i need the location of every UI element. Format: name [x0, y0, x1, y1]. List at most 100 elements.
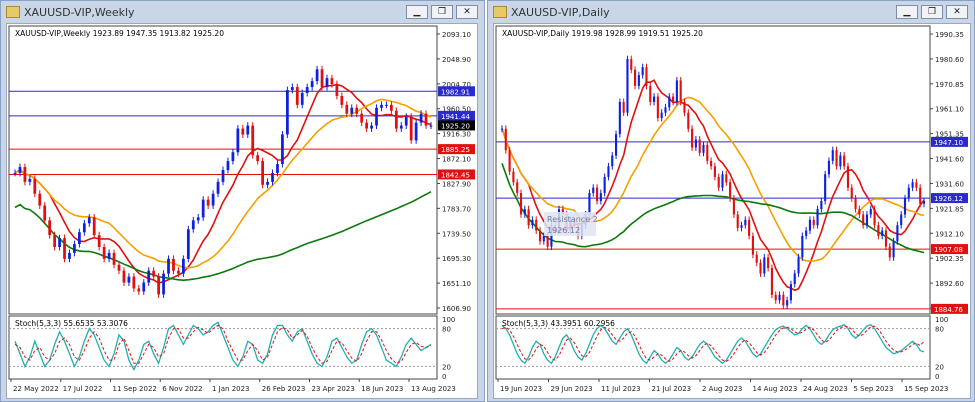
candle-body: [846, 166, 850, 188]
date-tick-label: 1 Jan 2023: [212, 385, 250, 393]
price-label-box: [438, 144, 475, 155]
daily-titlebar[interactable]: XAUUSD-VIP,Daily ▁ ❐ ✕: [488, 1, 974, 23]
candle-body: [380, 104, 383, 108]
resistance-annotation-value: 1926.12: [547, 226, 580, 235]
candle-body: [142, 282, 146, 292]
candle-body: [196, 217, 200, 221]
stoch-tick-label: 80: [442, 326, 451, 334]
price-tick-label: 2004.70: [442, 81, 471, 89]
price-label-text: 1982.91: [441, 88, 470, 96]
weekly-window-title: XAUUSD-VIP,Weekly: [24, 5, 135, 19]
candle-body: [409, 116, 413, 141]
candle-body: [305, 87, 309, 93]
candle-body: [911, 182, 914, 188]
date-tick-label: 14 Aug 2023: [753, 385, 798, 393]
restore-icon[interactable]: ❐: [921, 5, 943, 19]
candle-body: [186, 229, 190, 259]
candle-body: [535, 219, 538, 231]
candle-body: [561, 209, 564, 215]
candle-body: [519, 193, 523, 215]
candle-body: [73, 244, 76, 253]
date-tick-label: 29 Jun 2023: [551, 385, 593, 393]
candle-body: [221, 170, 225, 182]
candle-body: [87, 217, 91, 224]
weekly-titlebar[interactable]: XAUUSD-VIP,Weekly ▁ ❐ ✕: [1, 1, 484, 23]
candle-body: [399, 125, 403, 129]
daily-chart-window[interactable]: XAUUSD-VIP,Daily ▁ ❐ ✕ 1990.35 1980.60 197…: [487, 0, 975, 402]
candle-body: [774, 294, 777, 301]
candle-body: [736, 214, 739, 228]
candle-body: [177, 270, 180, 274]
candle-body: [691, 128, 694, 148]
price-label-text: 1947.10: [934, 139, 963, 147]
candle-body: [365, 122, 369, 129]
weekly-chart-area[interactable]: 2093.10 2048.90 2004.70 1960.50 1916.30 1872.…: [6, 23, 478, 399]
minimize-icon[interactable]: ▁: [896, 5, 918, 19]
candle-body: [618, 101, 621, 135]
price-label-box: [438, 120, 475, 131]
price-tick-label: 1783.70: [442, 205, 471, 213]
candle-body: [854, 198, 857, 210]
candle-body: [907, 187, 910, 199]
moving-average-line: [14, 190, 432, 282]
minimize-icon[interactable]: ▁: [406, 5, 428, 19]
candle-body: [340, 95, 344, 105]
weekly-chart-window[interactable]: XAUUSD-VIP,Weekly ▁ ❐ ✕ 2093.10 2048.90 20…: [0, 0, 485, 402]
candle-body: [538, 230, 542, 242]
candle-body: [206, 199, 210, 206]
moving-average-line: [501, 163, 925, 254]
price-tick-label: 1606.90: [442, 305, 471, 313]
candle-body: [241, 128, 245, 135]
candle-body: [755, 254, 758, 263]
price-tick-label: 2093.10: [442, 31, 471, 39]
price-tick-label: 1916.30: [442, 131, 471, 139]
restore-icon[interactable]: ❐: [431, 5, 453, 19]
stoch-signal-line: [501, 325, 925, 363]
stoch-tick-label: 0: [442, 373, 446, 381]
candle-body: [850, 187, 853, 199]
candle-body: [63, 238, 66, 259]
price-tick-label: 1892.60: [935, 280, 964, 288]
price-label-text: 1926.12: [934, 195, 963, 203]
candle-body: [668, 96, 671, 108]
candle-body: [295, 87, 299, 105]
candle-body: [725, 174, 728, 183]
candle-body: [375, 107, 378, 126]
price-label-text: 1925.20: [441, 122, 470, 130]
moving-average-line: [14, 83, 432, 284]
close-icon[interactable]: ✕: [946, 5, 968, 19]
candle-body: [527, 209, 530, 226]
daily-chart-area[interactable]: 1990.35 1980.60 1970.85 1961.10 1951.35 1941.…: [493, 23, 971, 399]
candle-body: [516, 182, 519, 194]
candle-body: [713, 166, 716, 177]
candle-body: [508, 150, 511, 172]
price-label-box: [931, 193, 968, 204]
candle-body: [147, 270, 151, 283]
stoch-main-line: [14, 321, 432, 372]
candle-body: [127, 276, 131, 283]
price-tick-label: 1912.10: [935, 230, 964, 238]
candle-body: [389, 104, 393, 111]
stoch-tick-label: 100: [935, 316, 948, 324]
stoch-tick-label: 0: [935, 373, 939, 381]
candle-body: [812, 219, 815, 226]
chart-info-label: XAUUSD-VIP,Daily 1919.98 1928.99 1919.51…: [502, 29, 703, 38]
price-tick-label: 1931.60: [935, 180, 964, 188]
candle-body: [43, 205, 47, 221]
candle-body: [132, 276, 136, 289]
candle-body: [687, 112, 690, 129]
price-tick-label: 1739.50: [442, 230, 471, 238]
close-icon[interactable]: ✕: [456, 5, 478, 19]
date-tick-label: 22 May 2022: [13, 385, 59, 393]
candle-body: [290, 87, 294, 91]
candle-body: [92, 217, 96, 236]
price-tick-label: 1921.85: [935, 205, 964, 213]
candle-body: [706, 144, 709, 161]
candle-body: [112, 252, 116, 265]
candle-body: [770, 268, 773, 295]
candle-body: [360, 113, 364, 123]
price-tick-label: 1951.35: [935, 131, 964, 139]
price-label-text: 1885.25: [441, 146, 470, 154]
candle-body: [778, 294, 781, 301]
candle-body: [660, 112, 663, 119]
